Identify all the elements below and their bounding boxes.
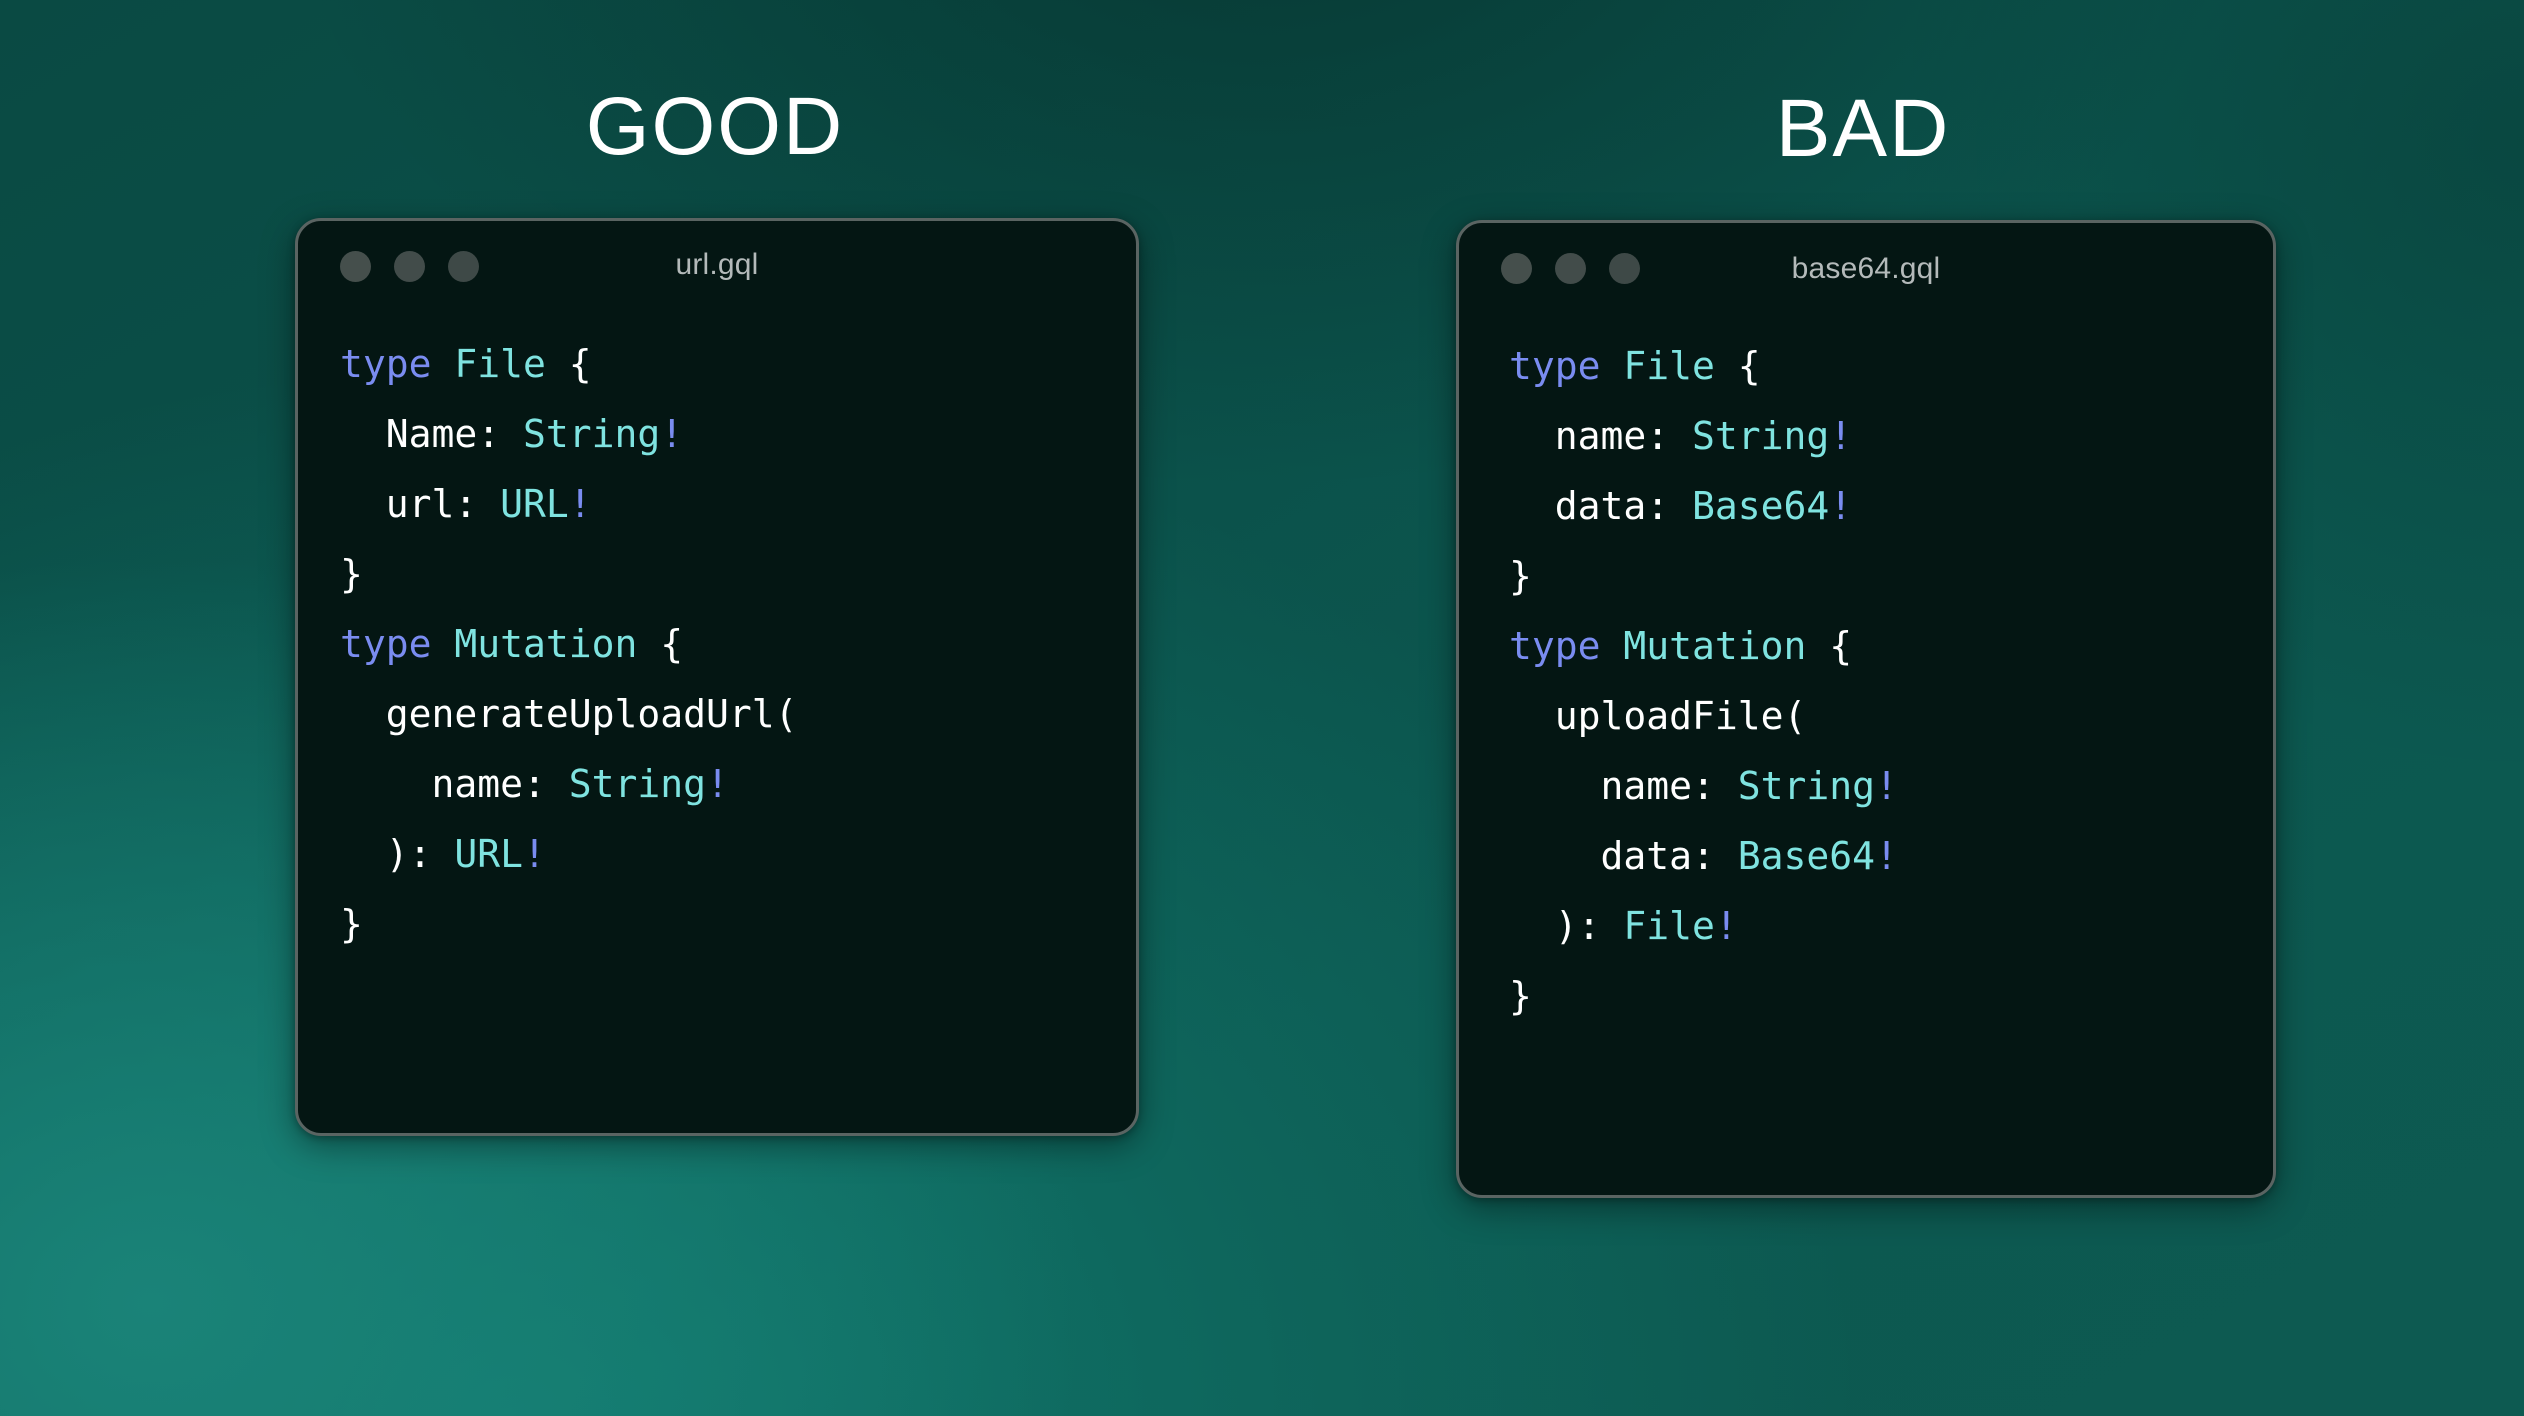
code-token-bang: !: [706, 762, 729, 806]
code-line: name: String!: [340, 749, 1136, 819]
code-token-kw: type: [1509, 344, 1624, 388]
code-window-bad[interactable]: base64.gql type File { name: String! dat…: [1456, 220, 2276, 1198]
code-token-type: URL: [500, 482, 569, 526]
code-line: type File {: [340, 329, 1136, 399]
code-token-plain: url:: [340, 482, 501, 526]
code-token-plain: }: [340, 552, 363, 596]
code-line: data: Base64!: [1509, 821, 2273, 891]
traffic-light-minimize-icon[interactable]: [394, 251, 425, 282]
code-line: type Mutation {: [1509, 611, 2273, 681]
code-token-bang: !: [1829, 484, 1853, 528]
code-token-type: Base64: [1737, 834, 1876, 878]
code-line: }: [340, 539, 1136, 609]
window-filename: url.gql: [675, 248, 759, 281]
code-token-plain: generateUploadUrl(: [340, 692, 798, 736]
code-token-plain: name:: [340, 762, 569, 806]
traffic-light-maximize-icon[interactable]: [448, 251, 479, 282]
code-block-bad[interactable]: type File { name: String! data: Base64!}…: [1509, 331, 2273, 1031]
traffic-light-close-icon[interactable]: [340, 251, 371, 282]
code-block-good[interactable]: type File { Name: String! url: URL!} type…: [340, 329, 1136, 959]
traffic-light-minimize-icon[interactable]: [1555, 253, 1586, 284]
code-token-plain: {: [1714, 344, 1761, 388]
code-token-bang: !: [568, 482, 592, 526]
code-token-type: Mutation: [454, 622, 638, 666]
code-token-plain: }: [340, 902, 363, 946]
traffic-light-dots: [340, 251, 479, 282]
code-token-plain: data:: [1509, 484, 1693, 528]
code-line: }: [340, 889, 1136, 959]
code-line: uploadFile(: [1509, 681, 2273, 751]
code-line: url: URL!: [340, 469, 1136, 539]
code-window-good[interactable]: url.gql type File { Name: String! url: U…: [295, 218, 1139, 1136]
code-token-plain: name:: [1509, 414, 1693, 458]
code-token-plain: {: [1806, 624, 1853, 668]
code-token-type: File: [1623, 344, 1715, 388]
code-token-type: String: [1692, 414, 1830, 458]
code-token-type: File: [1623, 904, 1715, 948]
code-token-bang: !: [1714, 904, 1738, 948]
code-token-type: Base64: [1692, 484, 1830, 528]
traffic-light-dots: [1501, 253, 1640, 284]
code-line: data: Base64!: [1509, 471, 2273, 541]
code-line: type Mutation {: [340, 609, 1136, 679]
window-titlebar: base64.gql: [1459, 223, 2273, 315]
code-token-bang: !: [523, 832, 546, 876]
code-line: name: String!: [1509, 751, 2273, 821]
code-token-plain: Name:: [340, 412, 524, 456]
code-token-type: URL: [454, 832, 524, 876]
code-line: }: [1509, 961, 2273, 1031]
code-line: Name: String!: [340, 399, 1136, 469]
code-token-plain: {: [545, 342, 592, 386]
code-token-bang: !: [1875, 834, 1898, 878]
window-titlebar: url.gql: [298, 221, 1136, 313]
code-token-kw: type: [340, 622, 455, 666]
code-line: name: String!: [1509, 401, 2273, 471]
code-token-type: String: [523, 412, 661, 456]
window-filename: base64.gql: [1791, 252, 1941, 285]
code-token-type: String: [568, 762, 707, 806]
code-token-plain: ):: [340, 832, 455, 876]
code-token-type: String: [1737, 764, 1876, 808]
code-token-plain: {: [637, 622, 684, 666]
code-token-plain: ):: [1509, 904, 1624, 948]
code-token-bang: !: [660, 412, 684, 456]
code-token-bang: !: [1829, 414, 1853, 458]
code-line: ): URL!: [340, 819, 1136, 889]
traffic-light-maximize-icon[interactable]: [1609, 253, 1640, 284]
code-token-plain: uploadFile(: [1509, 694, 1807, 738]
code-token-kw: type: [1509, 624, 1624, 668]
code-line: type File {: [1509, 331, 2273, 401]
code-token-plain: name:: [1509, 764, 1738, 808]
code-line: ): File!: [1509, 891, 2273, 961]
column-heading-bad: BAD: [1775, 83, 1951, 174]
code-token-plain: }: [1509, 974, 1532, 1018]
code-token-type: File: [454, 342, 546, 386]
code-token-plain: }: [1509, 554, 1532, 598]
code-token-bang: !: [1875, 764, 1898, 808]
column-heading-good: GOOD: [585, 81, 845, 172]
code-line: }: [1509, 541, 2273, 611]
traffic-light-close-icon[interactable]: [1501, 253, 1532, 284]
code-token-plain: data:: [1509, 834, 1738, 878]
code-token-kw: type: [340, 342, 455, 386]
code-token-type: Mutation: [1623, 624, 1807, 668]
code-line: generateUploadUrl(: [340, 679, 1136, 749]
